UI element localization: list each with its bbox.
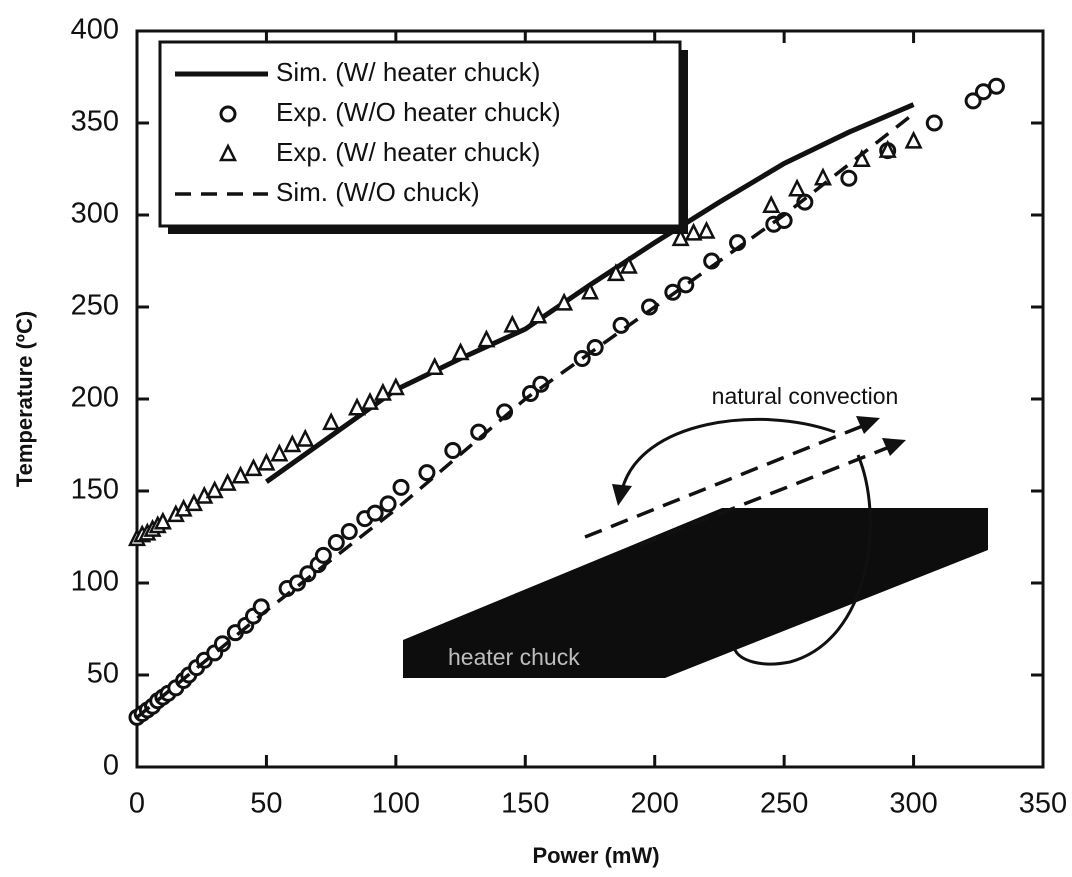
data-point [314, 546, 332, 564]
data-point [213, 635, 231, 653]
x-tick-label: 300 [889, 788, 937, 820]
data-point [684, 222, 703, 241]
data-point [580, 281, 600, 300]
legend-label: Exp. (W/ heater chuck) [276, 137, 540, 167]
data-point [878, 139, 897, 158]
data-point [813, 167, 832, 186]
data-point [296, 428, 315, 447]
data-point [373, 382, 392, 401]
data-point [153, 511, 172, 530]
x-tick-label: 0 [129, 788, 145, 820]
data-point [840, 169, 858, 187]
legend-swatch [218, 143, 238, 162]
data-point [788, 178, 807, 197]
data-point [555, 292, 574, 311]
data-point [762, 195, 781, 214]
data-point [477, 329, 496, 348]
y-tick-label: 200 [71, 382, 119, 414]
y-axis-label: Temperature (ºC) [12, 311, 37, 487]
x-tick-label: 200 [631, 788, 679, 820]
arrow-head [612, 484, 632, 506]
data-point [451, 342, 470, 361]
data-point [619, 255, 638, 274]
data-point [671, 228, 690, 247]
data-point [392, 478, 410, 496]
data-point [340, 522, 358, 540]
y-tick-label: 250 [71, 290, 119, 322]
data-point [257, 452, 276, 471]
data-point [425, 356, 444, 375]
data-point [283, 434, 302, 453]
data-point [386, 377, 405, 396]
data-point [231, 465, 250, 484]
x-tick-label: 150 [501, 788, 549, 820]
flow-line [584, 423, 866, 539]
x-tick-label: 350 [1019, 788, 1067, 820]
data-point [360, 391, 379, 410]
y-tick-label: 100 [71, 566, 119, 598]
series-line [135, 112, 915, 719]
y-tick-label: 150 [71, 474, 119, 506]
data-point [503, 314, 522, 333]
annotation: natural convection [712, 383, 899, 409]
data-point [444, 442, 462, 460]
legend-label: Sim. (W/ heater chuck) [276, 57, 540, 87]
data-point [964, 92, 982, 110]
data-point [205, 480, 224, 499]
data-point [987, 77, 1005, 95]
x-tick-label: 50 [250, 788, 282, 820]
y-tick-label: 350 [71, 106, 119, 138]
data-point [218, 472, 237, 491]
data-point [418, 464, 436, 482]
data-point [244, 458, 263, 477]
data-point [322, 412, 341, 431]
y-tick-label: 400 [71, 14, 119, 46]
data-point [697, 220, 716, 239]
data-point [529, 305, 548, 324]
data-point [327, 534, 345, 552]
arrow-head [882, 438, 906, 456]
data-point [904, 130, 923, 149]
convection-arc [620, 417, 836, 491]
data-point [366, 504, 384, 522]
flow-line [639, 444, 893, 547]
data-point [270, 443, 289, 462]
data-point [348, 397, 367, 416]
illustration [403, 416, 988, 678]
legend-swatch [219, 105, 237, 123]
data-point [925, 114, 943, 132]
annotation: heater chuck [448, 644, 580, 670]
arrow-head [856, 416, 880, 434]
data-point [606, 263, 625, 282]
convection-arc [733, 454, 872, 666]
x-tick-label: 250 [760, 788, 808, 820]
legend-label: Sim. (W/O chuck) [276, 177, 480, 207]
x-axis-label: Power (mW) [532, 843, 659, 868]
data-point [379, 495, 397, 513]
x-tick-label: 100 [372, 788, 420, 820]
legend-label: Exp. (W/O heater chuck) [276, 97, 561, 127]
y-tick-label: 50 [87, 658, 119, 690]
y-tick-label: 0 [103, 750, 119, 782]
heater-chuck-shape [403, 508, 988, 678]
y-tick-label: 300 [71, 198, 119, 230]
